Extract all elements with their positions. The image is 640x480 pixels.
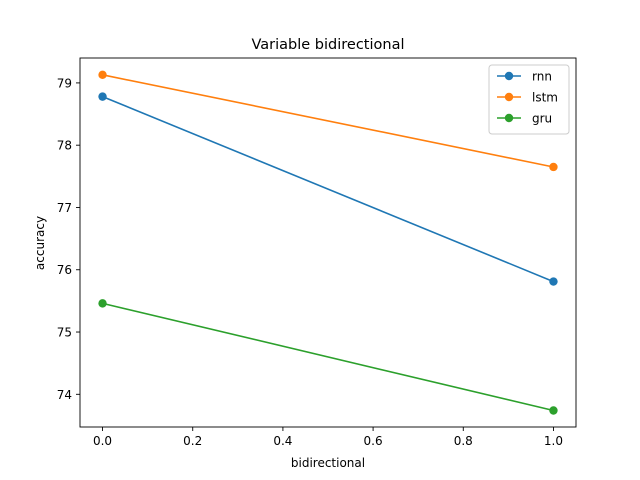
data-point-rnn [98, 92, 107, 101]
y-axis-label: accuracy [33, 216, 47, 270]
data-point-rnn [549, 277, 558, 286]
x-tick-label: 0.2 [183, 434, 202, 448]
y-tick-label: 76 [57, 263, 72, 277]
x-tick-label: 0.4 [273, 434, 292, 448]
legend-marker-rnn [504, 71, 514, 81]
chart-title: Variable bidirectional [251, 37, 404, 53]
x-axis-label: bidirectional [291, 456, 365, 470]
plot-area: 0.0 0.2 0.4 0.6 0.8 1.0 74 75 76 77 78 79 [57, 57, 577, 448]
series-line-gru [102, 302, 554, 412]
x-tick-label: 0.8 [454, 434, 473, 448]
plot-frame [79, 57, 577, 428]
y-tick-label: 74 [57, 388, 72, 402]
legend-label-lstm: lstm [532, 91, 558, 105]
data-point-gru [549, 406, 558, 415]
legend-marker-lstm [504, 92, 514, 102]
x-tick-label: 0.0 [93, 434, 112, 448]
legend-label-gru: gru [532, 112, 552, 126]
y-tick-label: 75 [57, 326, 72, 340]
legend: rnn lstm gru [488, 64, 570, 135]
y-tick-label: 78 [57, 139, 72, 153]
legend-marker-gru [504, 113, 514, 123]
data-point-lstm [549, 162, 558, 172]
data-point-lstm [98, 70, 107, 80]
legend-label-rnn: rnn [532, 70, 552, 84]
data-point-gru [98, 299, 107, 308]
y-tick-label: 79 [57, 76, 72, 90]
x-tick-label: 1.0 [544, 434, 563, 448]
series-line-rnn [102, 95, 554, 283]
y-tick-label: 77 [57, 201, 72, 215]
x-tick-label: 0.6 [364, 434, 383, 448]
series-line-lstm [102, 74, 554, 168]
